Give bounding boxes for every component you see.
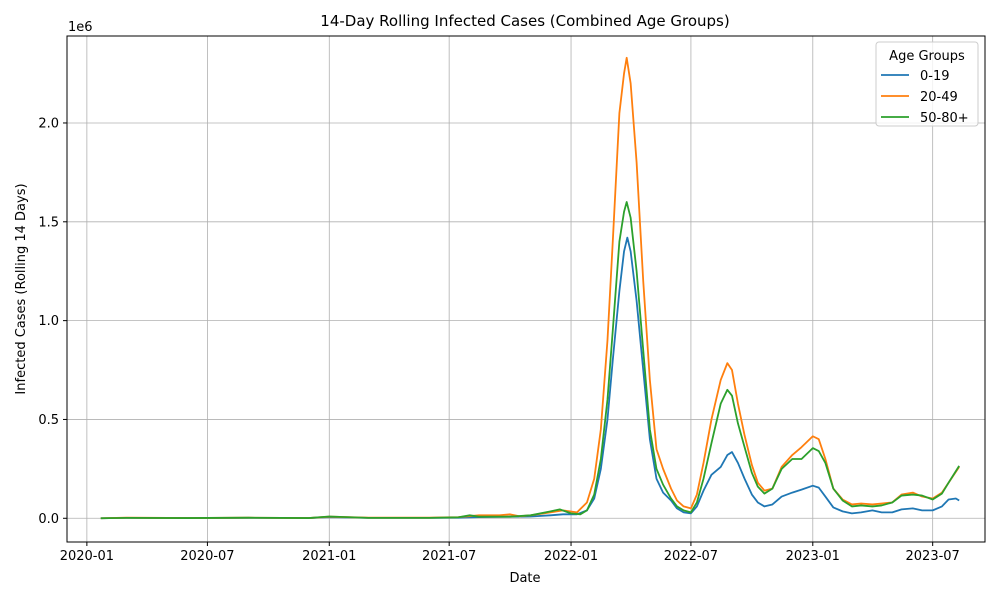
legend: Age Groups 0-19 20-49 50-80+	[875, 41, 979, 127]
legend-items: 0-19 20-49 50-80+	[881, 69, 969, 126]
legend-box	[875, 41, 979, 127]
x-tick-label: 2020-07	[180, 549, 234, 564]
legend-label: 20-49	[920, 90, 958, 105]
plot-frame	[66, 35, 986, 543]
x-tick-label: 2022-01	[544, 549, 598, 564]
y-tick-label: 1.0	[38, 314, 59, 329]
axis-ticks: 2020-01 2020-07 2021-01 2021-07 2022-01 2022-…	[38, 116, 960, 564]
series-line-0-19	[100, 236, 960, 520]
y-tick-label: 0.0	[38, 512, 59, 527]
x-tick-label: 2021-07	[422, 549, 476, 564]
x-tick-label: 2022-07	[664, 549, 718, 564]
legend-label: 0-19	[920, 69, 950, 84]
y-tick-label: 2.0	[38, 116, 59, 131]
series-line-50-80+	[100, 201, 960, 520]
x-tick-label: 2023-07	[906, 549, 960, 564]
y-offset-label: 1e6	[68, 20, 93, 35]
legend-title: Age Groups	[889, 49, 965, 64]
x-tick-label: 2021-01	[302, 549, 356, 564]
grid	[67, 36, 985, 542]
y-tick-label: 1.5	[38, 215, 59, 230]
series-lines	[100, 56, 960, 520]
x-tick-label: 2023-01	[786, 549, 840, 564]
series-line-20-49	[100, 56, 960, 520]
chart-title: 14-Day Rolling Infected Cases (Combined …	[320, 12, 729, 30]
y-axis-label: Infected Cases (Rolling 14 Days)	[14, 183, 29, 394]
x-tick-label: 2020-01	[60, 549, 114, 564]
y-tick-label: 0.5	[38, 413, 59, 428]
x-axis-label: Date	[509, 571, 540, 586]
legend-label: 50-80+	[920, 111, 969, 126]
